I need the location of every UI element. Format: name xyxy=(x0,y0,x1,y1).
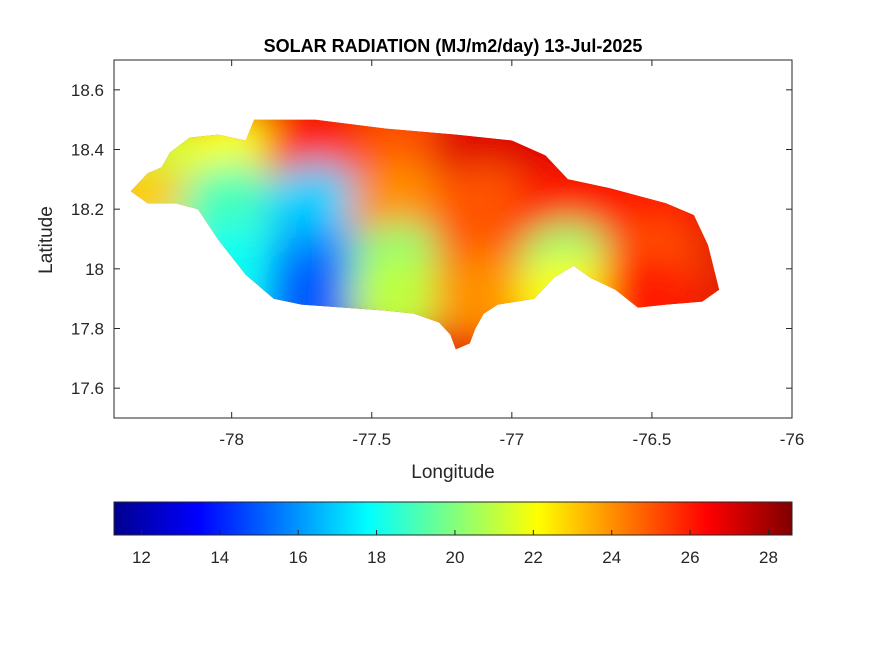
colorbar-ticks: 12 14 16 18 20 22 24 26 28 xyxy=(132,530,778,567)
y-axis: 17.6 17.8 18 18.2 18.4 18.6 xyxy=(71,81,792,398)
x-axis-label: Longitude xyxy=(411,462,494,483)
colorbar-tick-label: 20 xyxy=(445,548,464,567)
y-tick-label: 18.6 xyxy=(71,81,104,100)
colorbar-tick-label: 24 xyxy=(602,548,621,567)
x-tick-label: -76 xyxy=(780,430,805,449)
y-tick-label: 17.6 xyxy=(71,379,104,398)
chart-title: SOLAR RADIATION (MJ/m2/day) 13-Jul-2025 xyxy=(264,36,643,56)
x-tick-label: -76.5 xyxy=(633,430,672,449)
colorbar-tick-label: 22 xyxy=(524,548,543,567)
y-tick-label: 17.8 xyxy=(71,320,104,339)
colorbar-tick-label: 18 xyxy=(367,548,386,567)
y-tick-label: 18 xyxy=(85,260,104,279)
y-axis-label: Latitude xyxy=(36,206,57,274)
colorbar-tick-label: 14 xyxy=(210,548,229,567)
colorbar-tick-label: 26 xyxy=(681,548,700,567)
y-tick-label: 18.2 xyxy=(71,200,104,219)
colorbar-tick-label: 12 xyxy=(132,548,151,567)
x-tick-label: -77.5 xyxy=(352,430,391,449)
y-tick-label: 18.4 xyxy=(71,141,104,160)
colorbar-tick-label: 16 xyxy=(289,548,308,567)
x-tick-label: -78 xyxy=(219,430,244,449)
colorbar-tick-label: 28 xyxy=(759,548,778,567)
colorbar xyxy=(113,501,793,536)
x-axis: -78 -77.5 -77 -76.5 -76 xyxy=(219,60,804,449)
x-tick-label: -77 xyxy=(500,430,525,449)
